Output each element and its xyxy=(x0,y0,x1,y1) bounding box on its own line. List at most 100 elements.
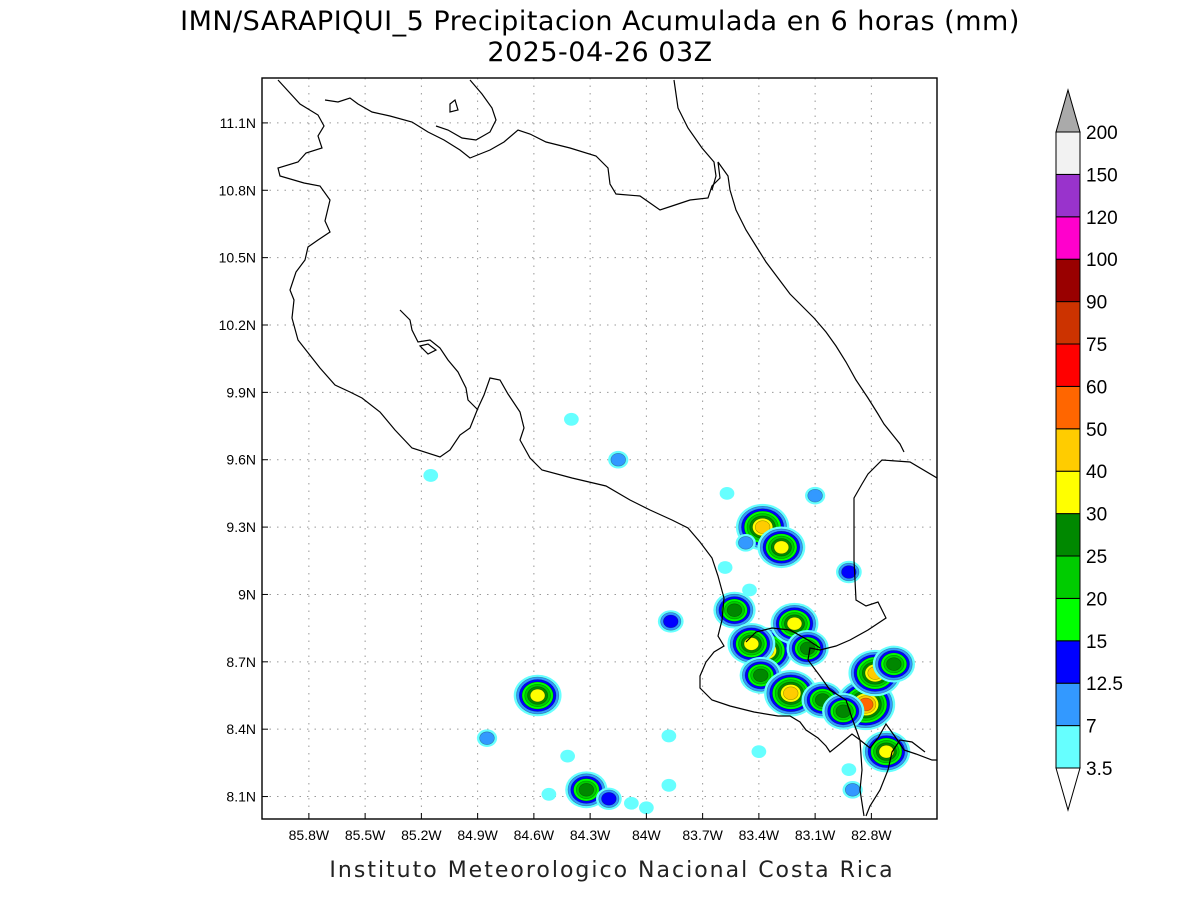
colorbar-label: 30 xyxy=(1086,505,1107,526)
colorbar-label: 40 xyxy=(1086,462,1107,483)
precip-contour xyxy=(719,487,735,500)
precip-cell xyxy=(872,645,916,683)
precip-cell xyxy=(608,450,629,469)
precip-contour xyxy=(726,603,743,617)
x-tick-label: 84.6W xyxy=(514,827,555,843)
precip-contour xyxy=(751,745,767,759)
x-tick-label: 85.5W xyxy=(345,827,386,843)
precip-contour xyxy=(773,540,790,554)
colorbar-box xyxy=(1055,682,1081,727)
colorbar-label: 75 xyxy=(1086,335,1107,356)
colorbar-box xyxy=(1055,131,1081,175)
y-tick-label: 9N xyxy=(238,586,256,602)
precip-cell xyxy=(713,591,756,629)
precip-contour xyxy=(541,787,557,801)
y-tick-label: 10.2N xyxy=(219,317,256,333)
precip-cell xyxy=(513,674,562,717)
precip-contour xyxy=(610,453,626,467)
precip-cell xyxy=(565,771,608,809)
colorbar-box xyxy=(1055,258,1081,303)
colorbar-box xyxy=(1055,513,1081,557)
precip-cell xyxy=(717,561,733,574)
precip-cell xyxy=(805,486,826,505)
precip-cell xyxy=(862,730,911,773)
colorbar-min-triangle xyxy=(1055,767,1081,812)
precip-cell xyxy=(727,623,776,665)
colorbar-label: 150 xyxy=(1086,165,1118,186)
precip-contour xyxy=(717,561,733,574)
colorbar-box xyxy=(1055,216,1081,260)
colorbar-box xyxy=(1055,725,1081,769)
precip-contour xyxy=(738,536,754,550)
colorbar-max-triangle xyxy=(1055,88,1081,133)
x-tick-label: 85.2W xyxy=(401,827,442,843)
y-tick-label: 11.1N xyxy=(220,115,256,131)
precip-contour xyxy=(601,792,617,806)
y-tick-label: 9.9N xyxy=(226,384,256,400)
precip-cell xyxy=(735,534,756,552)
colorbar-label: 100 xyxy=(1086,250,1118,271)
precip-contour xyxy=(479,731,495,745)
map-panel: 85.8W 85.5W 85.2W 84.9W 84.6W 84.3W 84W 83.7W 83… xyxy=(219,77,938,843)
precip-contour xyxy=(786,616,803,631)
northern-border xyxy=(324,97,905,453)
x-axis-ticks: 85.8W 85.5W 85.2W 84.9W 84.6W 84.3W 84W 83.7W 83… xyxy=(289,813,892,843)
colorbar-label: 25 xyxy=(1086,547,1107,568)
precip-cell xyxy=(786,629,829,667)
precip-contour xyxy=(807,488,823,503)
colorbar-label: 60 xyxy=(1086,377,1107,398)
colorbar-label: 20 xyxy=(1086,589,1107,610)
precip-contour xyxy=(661,778,677,792)
precip-cell xyxy=(661,778,677,792)
colorbar-box xyxy=(1055,343,1081,387)
precip-contour xyxy=(661,729,677,743)
x-tick-label: 84.3W xyxy=(570,827,611,843)
precip-cell xyxy=(719,487,735,500)
precip-cell xyxy=(560,749,575,763)
nicoya-gulf-coast xyxy=(399,309,479,411)
precip-contour xyxy=(878,744,895,759)
precip-cell xyxy=(624,796,639,810)
precip-cell xyxy=(751,745,767,759)
precip-contour xyxy=(529,688,546,703)
precip-contour xyxy=(799,641,816,656)
precip-cell xyxy=(757,526,806,569)
precip-cell xyxy=(476,729,498,747)
y-tick-label: 9.3N xyxy=(226,519,256,535)
colorbar-label: 7 xyxy=(1086,717,1097,738)
precip-contour xyxy=(743,637,760,651)
precip-contour xyxy=(663,614,679,629)
precip-cell xyxy=(661,729,677,743)
panama-border xyxy=(807,459,937,817)
precip-contour xyxy=(639,801,654,815)
precip-cell xyxy=(595,787,622,810)
x-tick-label: 83.4W xyxy=(739,827,780,843)
precip-contour xyxy=(423,469,439,482)
colorbar-label: 3.5 xyxy=(1086,759,1112,780)
precip-contour xyxy=(560,749,575,763)
caribbean-coast xyxy=(673,79,717,191)
precip-contour xyxy=(841,565,857,579)
x-tick-label: 85.8W xyxy=(289,827,330,843)
y-tick-label: 8.1N xyxy=(226,789,256,805)
precip-cell xyxy=(657,610,684,633)
colorbar-label: 90 xyxy=(1086,293,1107,314)
colorbar-box xyxy=(1055,385,1081,430)
colorbar-box xyxy=(1055,470,1081,515)
title-line-2: 2025-04-26 03Z xyxy=(487,37,712,68)
precip-cell xyxy=(822,692,865,730)
footer-credit: Instituto Meteorologico Nacional Costa R… xyxy=(329,858,894,883)
country-outline xyxy=(277,79,937,761)
y-tick-label: 10.5N xyxy=(219,250,256,266)
island-gulf xyxy=(418,343,438,355)
y-tick-label: 9.6N xyxy=(226,452,256,468)
colorbar-box xyxy=(1055,428,1081,472)
map-frame xyxy=(261,77,938,820)
precip-contour xyxy=(754,520,771,534)
precip-cell xyxy=(835,560,862,584)
precip-cell xyxy=(764,670,818,717)
coastline-and-borders xyxy=(277,79,937,817)
colorbar-box xyxy=(1055,640,1081,684)
x-tick-label: 84W xyxy=(632,827,662,843)
